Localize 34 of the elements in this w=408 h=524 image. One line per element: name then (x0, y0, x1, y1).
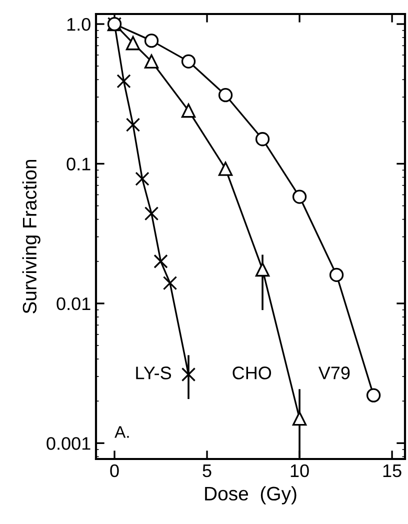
point (366, 388, 381, 402)
point (181, 367, 196, 382)
point (135, 172, 150, 186)
point (292, 190, 307, 204)
point (154, 254, 168, 268)
series-label: V79 (318, 366, 350, 380)
point (181, 54, 196, 69)
annotation: A. (114, 426, 129, 438)
y-tick-label: 0.01 (56, 297, 90, 310)
point (144, 206, 159, 221)
x-tick-label: 0 (110, 464, 119, 478)
point (181, 104, 196, 118)
point (255, 132, 270, 146)
point (116, 74, 131, 88)
point (292, 411, 307, 426)
x-axis-title: Dose (Gy) (205, 486, 296, 504)
series-label: LY-S (136, 366, 172, 380)
point (162, 276, 178, 290)
point (144, 54, 159, 69)
point (218, 162, 233, 176)
point (144, 34, 159, 48)
x-tick-label: 15 (383, 464, 402, 478)
point (329, 268, 344, 282)
point (255, 262, 270, 277)
y-tick-label: 0.001 (46, 437, 90, 450)
x-tick-label: 5 (202, 464, 212, 478)
y-axis-title: Surviving Fraction (22, 160, 40, 314)
series-label: CHO (232, 366, 272, 380)
point (126, 118, 140, 132)
point (218, 88, 233, 102)
y-tick-label: 0.1 (66, 158, 90, 170)
x-tick-label: 10 (290, 464, 309, 478)
y-tick-label: 1.0 (67, 18, 90, 31)
point (126, 36, 140, 50)
